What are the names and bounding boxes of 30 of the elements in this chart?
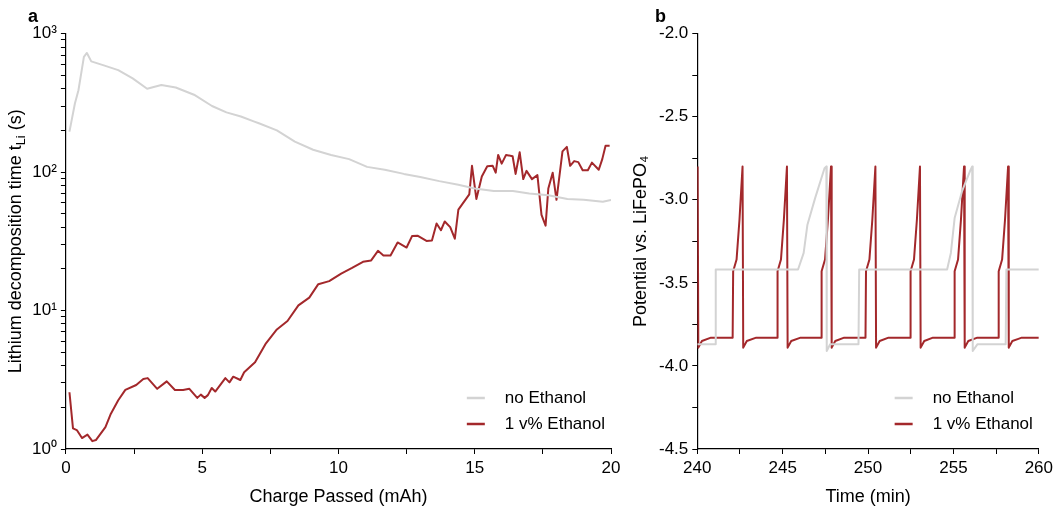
chart-title: b <box>655 5 666 26</box>
legend-label: 1 v% Ethanol <box>504 413 606 433</box>
y-axis-title: Potential vs. LiFePO₄ <box>629 155 650 328</box>
y-tick-label: -4.0 <box>659 355 689 375</box>
y-tick-label: 10³ <box>32 23 58 43</box>
x-tick-label: 250 <box>853 457 883 477</box>
x-tick-label: 255 <box>939 457 968 477</box>
x-axis-title: Charge Passed (mAh) <box>249 486 428 507</box>
legend-label: no Ethanol <box>932 387 1014 407</box>
y-tick-label: -3.5 <box>659 272 689 292</box>
y-tick-label: -2.5 <box>659 106 689 126</box>
y-tick-label: -2.0 <box>659 23 689 43</box>
x-tick-label: 15 <box>465 457 485 477</box>
x-tick-label: 245 <box>768 457 797 477</box>
y-axis-title: Lithium decomposition time tLi (s) <box>4 109 28 374</box>
chart-title: a <box>28 5 39 26</box>
y-tick-label: 10⁰ <box>31 438 57 458</box>
x-tick-label: 0 <box>61 457 71 477</box>
y-tick-label: 10¹ <box>32 300 58 320</box>
legend-label: no Ethanol <box>504 387 587 407</box>
x-tick-label: 10 <box>328 457 348 477</box>
legend-label: 1 v% Ethanol <box>932 413 1033 433</box>
x-axis-title: Time (min) <box>825 486 911 507</box>
y-tick-label: 10² <box>32 161 58 181</box>
x-tick-label: 260 <box>1024 457 1054 477</box>
x-tick-label: 20 <box>601 457 621 477</box>
y-tick-label: -3.0 <box>659 189 689 209</box>
x-tick-label: 240 <box>683 457 712 477</box>
y-tick-label: -4.5 <box>659 438 689 458</box>
x-tick-label: 5 <box>197 457 207 477</box>
